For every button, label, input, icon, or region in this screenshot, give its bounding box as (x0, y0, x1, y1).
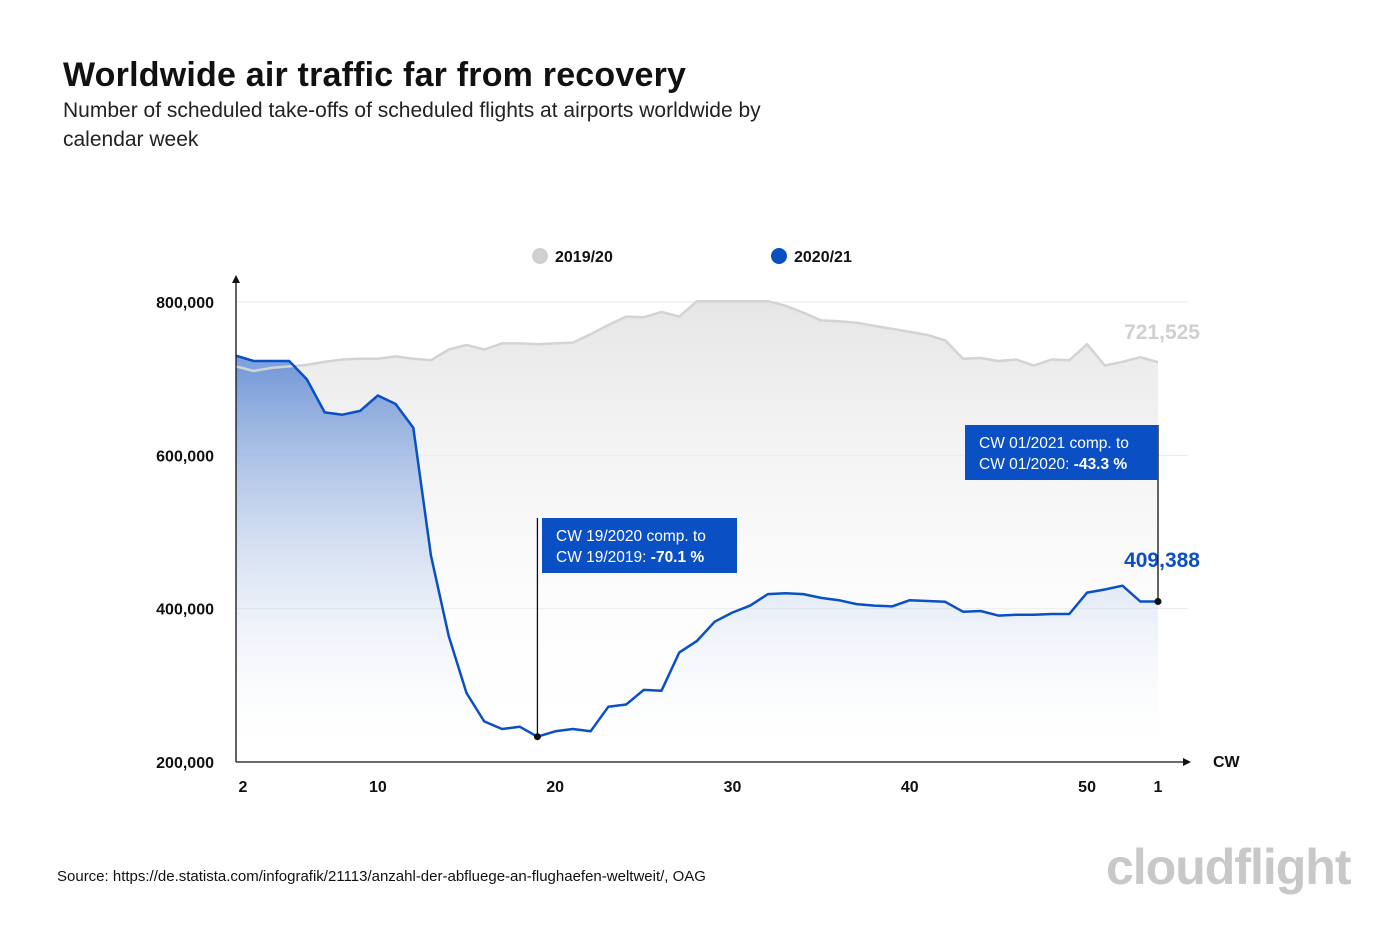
y-tick-label: 200,000 (156, 755, 214, 772)
area-2020-21 (236, 355, 1158, 762)
line-2020-21 (235, 354, 1158, 738)
end-value-2019-20: 721,525 (1124, 321, 1200, 344)
x-tick-label: 10 (369, 779, 387, 796)
legend-label-2019-20: 2019/20 (555, 249, 613, 266)
y-tick-label: 800,000 (156, 295, 214, 312)
annotation-cw19: CW 19/2020 comp. to CW 19/2019: -70.1 % (533, 518, 737, 741)
x-axis-arrow-icon (1183, 758, 1191, 766)
legend-label-2020-21: 2020/21 (794, 249, 852, 266)
x-axis-label: CW (1213, 754, 1241, 771)
line-2019-20 (235, 299, 1159, 373)
legend-marker-2020-21 (771, 248, 787, 264)
annotation-cw01-line2: CW 01/2020: -43.3 % (979, 456, 1127, 473)
chart-subtitle: Number of scheduled take-offs of schedul… (63, 99, 761, 151)
x-tick-label: 30 (724, 779, 742, 796)
x-tick-label: 50 (1078, 779, 1096, 796)
annotation-cw19-marker (533, 733, 541, 741)
annotation-cw19-box (542, 518, 737, 573)
annotation-cw01: CW 01/2021 comp. to CW 01/2020: -43.3 % (965, 425, 1162, 605)
x-tick-labels: 2 10 20 30 40 50 1 (239, 779, 1163, 796)
annotation-cw01-marker (1154, 597, 1162, 605)
source-note: Source: https://de.statista.com/infograf… (57, 868, 706, 885)
annotation-cw01-line1: CW 01/2021 comp. to (979, 435, 1129, 452)
cloudflight-logo: cloudflight (1106, 839, 1351, 895)
legend-marker-2019-20 (532, 248, 548, 264)
annotation-cw01-box (965, 425, 1158, 480)
y-tick-labels: 200,000 400,000 600,000 800,000 (156, 295, 214, 772)
y-axis-arrow-icon (232, 275, 240, 283)
y-tick-label: 600,000 (156, 448, 214, 465)
end-value-2020-21: 409,388 (1124, 549, 1200, 572)
y-tick-label: 400,000 (156, 602, 214, 619)
x-tick-label: 1 (1154, 779, 1163, 796)
legend: 2019/20 2020/21 (532, 248, 852, 266)
x-tick-label: 2 (239, 779, 248, 796)
x-tick-label: 40 (901, 779, 919, 796)
x-tick-label: 20 (546, 779, 564, 796)
chart-title: Worldwide air traffic far from recovery (63, 56, 687, 94)
annotation-cw19-line1: CW 19/2020 comp. to (556, 528, 706, 545)
annotation-cw19-line2: CW 19/2019: -70.1 % (556, 549, 704, 566)
